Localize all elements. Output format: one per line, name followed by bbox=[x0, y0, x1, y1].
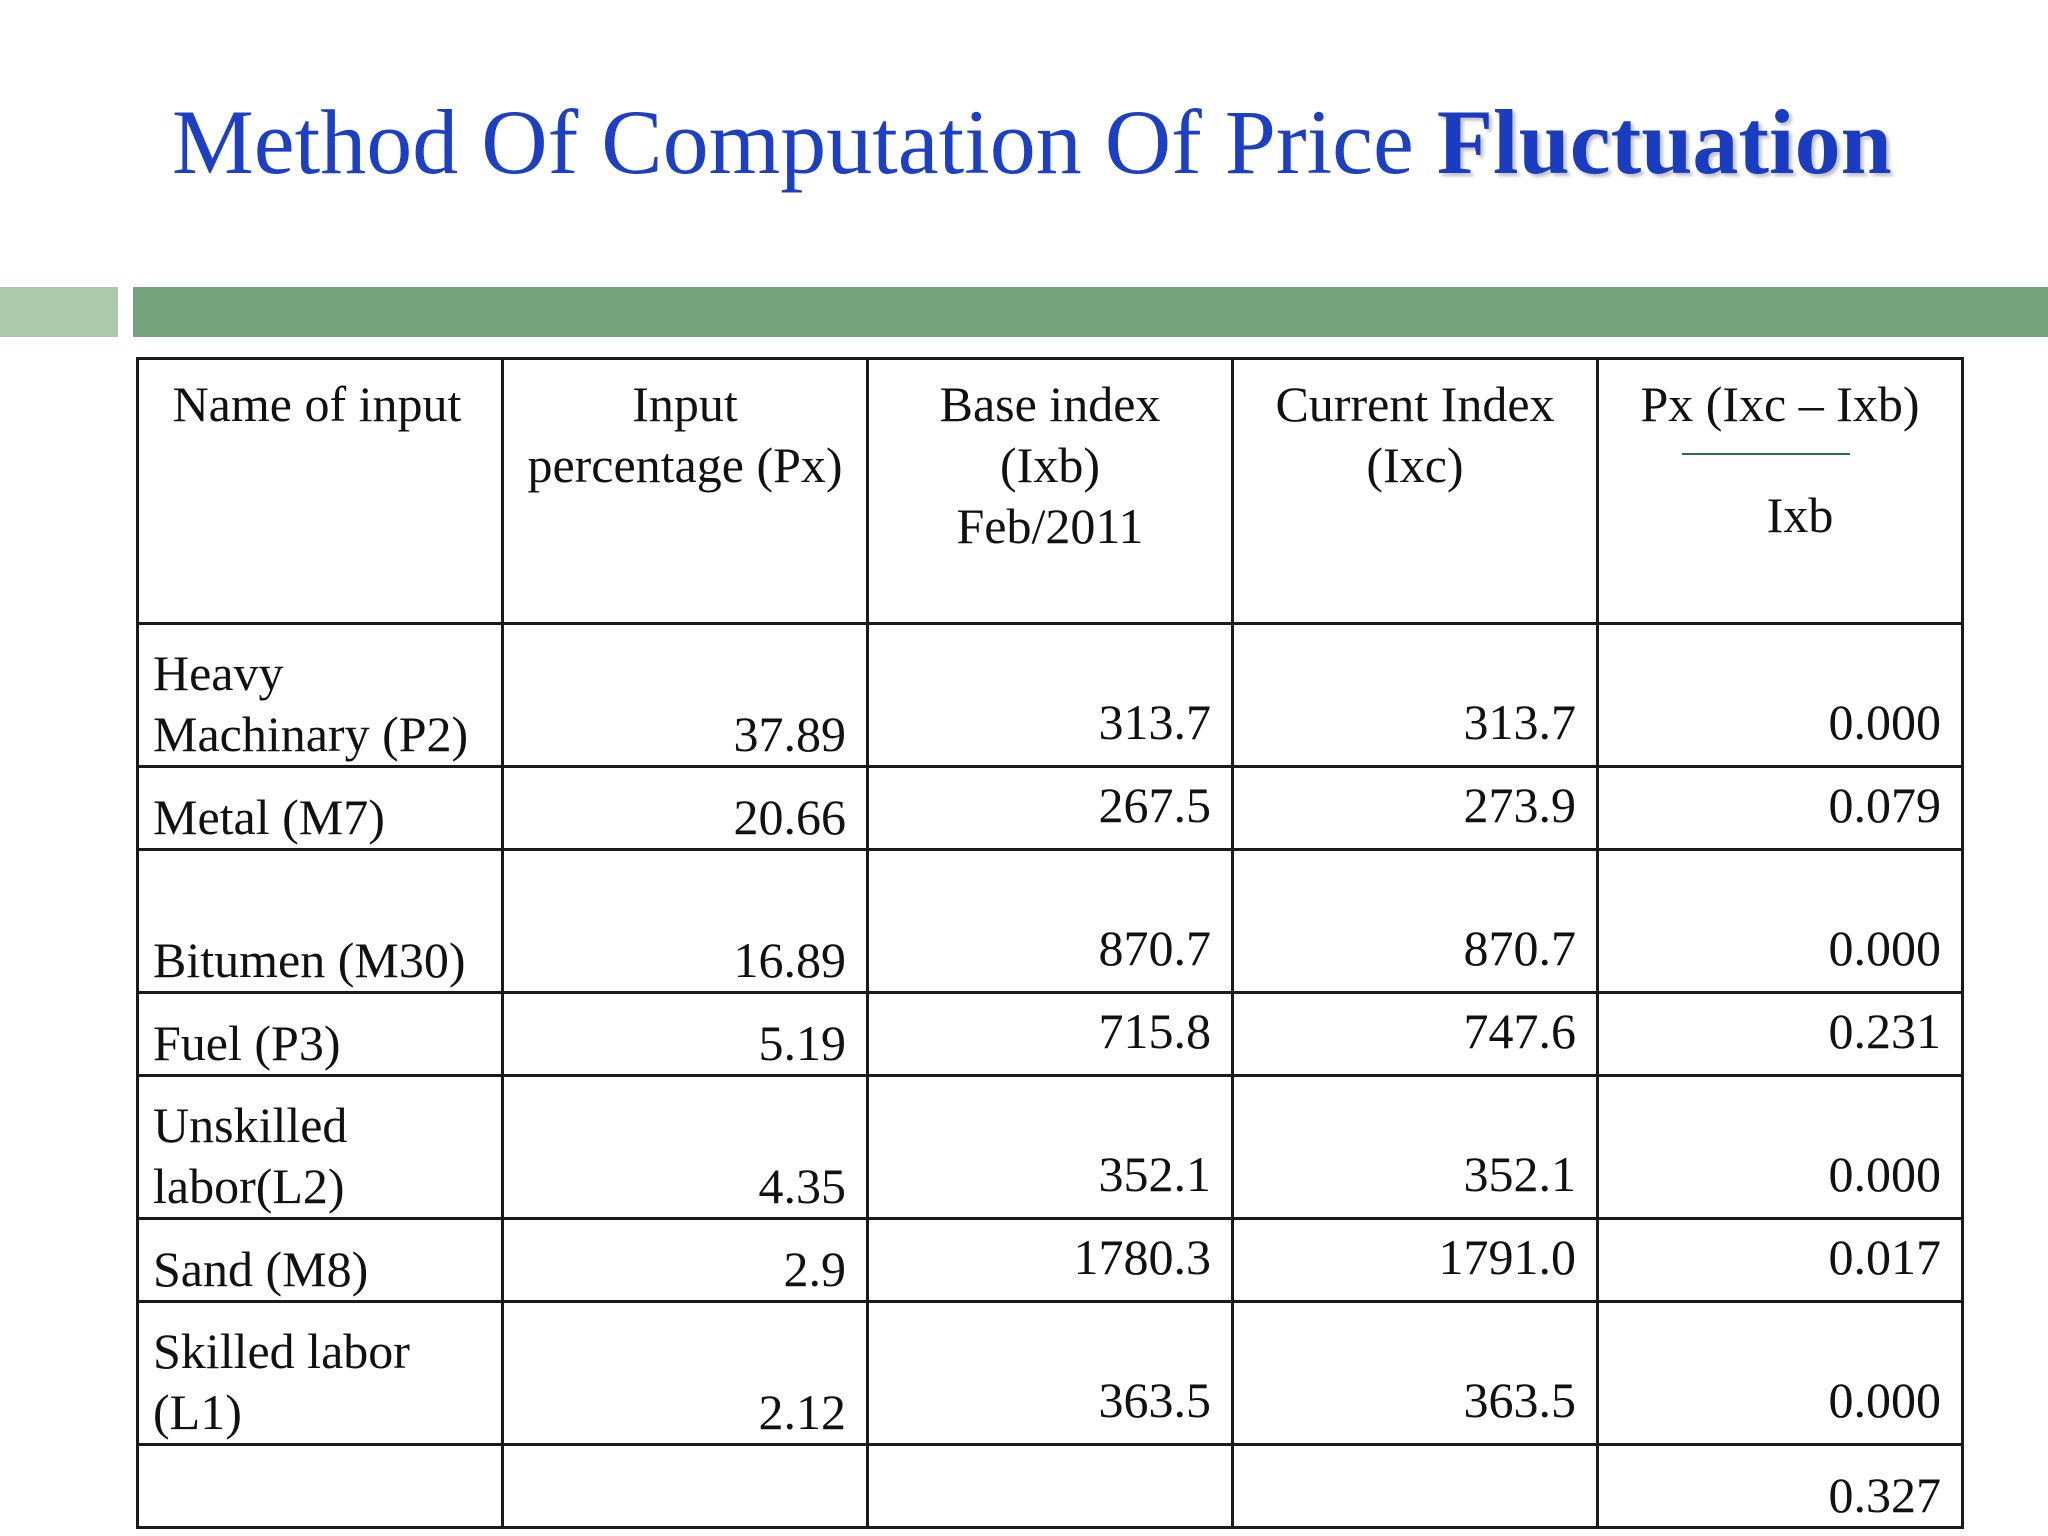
table-row: Sand (M8) 2.9 1780.3 1791.0 0.017 bbox=[136, 1217, 1964, 1303]
header-input-percentage: Input percentage (Px) bbox=[501, 357, 869, 625]
total-value: 0.327 bbox=[1596, 1443, 1964, 1529]
row-ixb: 313.7 bbox=[866, 622, 1234, 768]
table-row: Unskilled labor(L2) 4.35 352.1 352.1 0.0… bbox=[136, 1074, 1964, 1220]
row-name: Metal (M7) bbox=[136, 765, 504, 851]
row-px: 5.19 bbox=[501, 991, 869, 1077]
row-name: Bitumen (M30) bbox=[136, 848, 504, 994]
row-ixb: 715.8 bbox=[866, 991, 1234, 1077]
row-ixb: 363.5 bbox=[866, 1300, 1234, 1446]
header-base-index: Base index (Ixb) Feb/2011 bbox=[866, 357, 1234, 625]
table-row: Bitumen (M30) 16.89 870.7 870.7 0.000 bbox=[136, 848, 1964, 994]
slide-title: Method Of Computation Of Price Fluctuati… bbox=[172, 82, 1972, 202]
formula-numerator: Px (Ixc – Ixb) bbox=[1640, 376, 1920, 432]
price-fluctuation-table: Name of input Input percentage (Px) Base… bbox=[136, 357, 1964, 1529]
row-result: 0.000 bbox=[1596, 848, 1964, 994]
total-empty-cell bbox=[501, 1443, 869, 1529]
row-name: Unskilled labor(L2) bbox=[136, 1074, 504, 1220]
row-px: 37.89 bbox=[501, 622, 869, 768]
total-empty-cell bbox=[1231, 1443, 1599, 1529]
header-formula: Px (Ixc – Ixb) Ixb bbox=[1596, 357, 1964, 625]
header-input-line2: percentage (Px) bbox=[527, 437, 843, 493]
row-name: Sand (M8) bbox=[136, 1217, 504, 1303]
header-current-index: Current Index (Ixc) bbox=[1231, 357, 1599, 625]
row-result: 0.000 bbox=[1596, 1074, 1964, 1220]
header-current-line1: Current Index bbox=[1275, 376, 1555, 432]
header-base-line1: Base index bbox=[939, 376, 1161, 432]
header-base-line2: (Ixb) bbox=[1000, 437, 1100, 493]
row-ixc: 363.5 bbox=[1231, 1300, 1599, 1446]
fraction-bar bbox=[1682, 453, 1850, 455]
table-row: Heavy Machinary (P2) 37.89 313.7 313.7 0… bbox=[136, 622, 1964, 768]
row-ixc: 313.7 bbox=[1231, 622, 1599, 768]
row-ixb: 870.7 bbox=[866, 848, 1234, 994]
table-total-row: 0.327 bbox=[136, 1443, 1964, 1529]
header-base-line3: Feb/2011 bbox=[956, 498, 1144, 554]
row-name: Fuel (P3) bbox=[136, 991, 504, 1077]
accent-bar-right bbox=[133, 287, 2048, 337]
row-ixc: 273.9 bbox=[1231, 765, 1599, 851]
header-input-line1: Input bbox=[632, 376, 738, 432]
row-ixb: 1780.3 bbox=[866, 1217, 1234, 1303]
row-ixc: 747.6 bbox=[1231, 991, 1599, 1077]
row-px: 16.89 bbox=[501, 848, 869, 994]
total-empty-cell bbox=[866, 1443, 1234, 1529]
row-ixb: 267.5 bbox=[866, 765, 1234, 851]
row-px: 4.35 bbox=[501, 1074, 869, 1220]
row-ixb: 352.1 bbox=[866, 1074, 1234, 1220]
row-px: 20.66 bbox=[501, 765, 869, 851]
row-ixc: 352.1 bbox=[1231, 1074, 1599, 1220]
row-result: 0.000 bbox=[1596, 622, 1964, 768]
row-name: Skilled labor (L1) bbox=[136, 1300, 504, 1446]
formula-denominator: Ixb bbox=[1766, 487, 1834, 543]
table-header-row: Name of input Input percentage (Px) Base… bbox=[136, 357, 1964, 625]
row-px: 2.9 bbox=[501, 1217, 869, 1303]
row-result: 0.017 bbox=[1596, 1217, 1964, 1303]
header-name-of-input: Name of input bbox=[136, 357, 504, 625]
row-ixc: 870.7 bbox=[1231, 848, 1599, 994]
row-result: 0.231 bbox=[1596, 991, 1964, 1077]
title-emphasis: Fluctuation bbox=[1436, 91, 1892, 193]
title-regular: Method Of Computation Of Price bbox=[172, 91, 1437, 193]
row-result: 0.000 bbox=[1596, 1300, 1964, 1446]
row-result: 0.079 bbox=[1596, 765, 1964, 851]
row-px: 2.12 bbox=[501, 1300, 869, 1446]
table-row: Skilled labor (L1) 2.12 363.5 363.5 0.00… bbox=[136, 1300, 1964, 1446]
row-name: Heavy Machinary (P2) bbox=[136, 622, 504, 768]
total-empty-cell bbox=[136, 1443, 504, 1529]
table-row: Fuel (P3) 5.19 715.8 747.6 0.231 bbox=[136, 991, 1964, 1077]
header-current-line2: (Ixc) bbox=[1366, 437, 1464, 493]
row-ixc: 1791.0 bbox=[1231, 1217, 1599, 1303]
table-row: Metal (M7) 20.66 267.5 273.9 0.079 bbox=[136, 765, 1964, 851]
accent-bar-left bbox=[0, 287, 118, 337]
